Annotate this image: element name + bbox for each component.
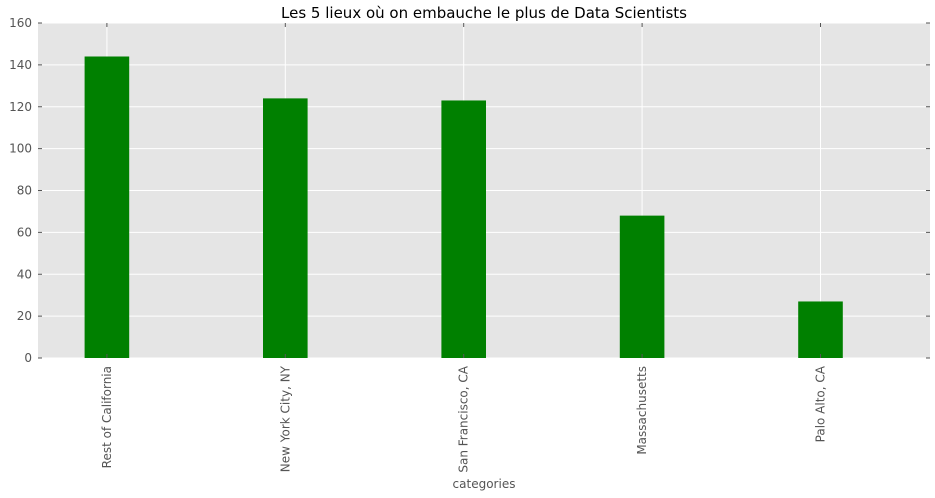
x-tick-label: Massachusetts xyxy=(635,366,649,455)
x-tick-label: Rest of California xyxy=(100,366,114,468)
y-tick-label: 100 xyxy=(9,142,32,156)
bar xyxy=(263,98,308,358)
y-tick-label: 160 xyxy=(9,16,32,30)
bar xyxy=(619,215,665,358)
y-tick-label: 140 xyxy=(9,58,32,72)
y-tick-label: 0 xyxy=(24,351,32,365)
chart-title: Les 5 lieux où on embauche le plus de Da… xyxy=(281,4,687,22)
y-tick-label: 40 xyxy=(17,267,32,281)
x-tick-label: New York City, NY xyxy=(278,365,292,472)
y-tick-label: 120 xyxy=(9,100,32,114)
bar xyxy=(441,100,486,358)
x-axis-label: categories xyxy=(453,477,516,491)
x-axis-ticks: Rest of California New York City, NY San F… xyxy=(100,23,828,473)
y-axis-ticks: 0 20 40 60 80 100 120 140 160 xyxy=(9,16,930,365)
bar xyxy=(84,56,130,358)
x-tick-label: Palo Alto, CA xyxy=(814,365,828,442)
bars xyxy=(84,56,843,358)
y-tick-label: 20 xyxy=(17,309,32,323)
y-tick-label: 60 xyxy=(17,225,32,239)
x-tick-label: San Francisco, CA xyxy=(457,365,471,472)
y-tick-label: 80 xyxy=(17,184,32,198)
bar xyxy=(798,301,843,358)
